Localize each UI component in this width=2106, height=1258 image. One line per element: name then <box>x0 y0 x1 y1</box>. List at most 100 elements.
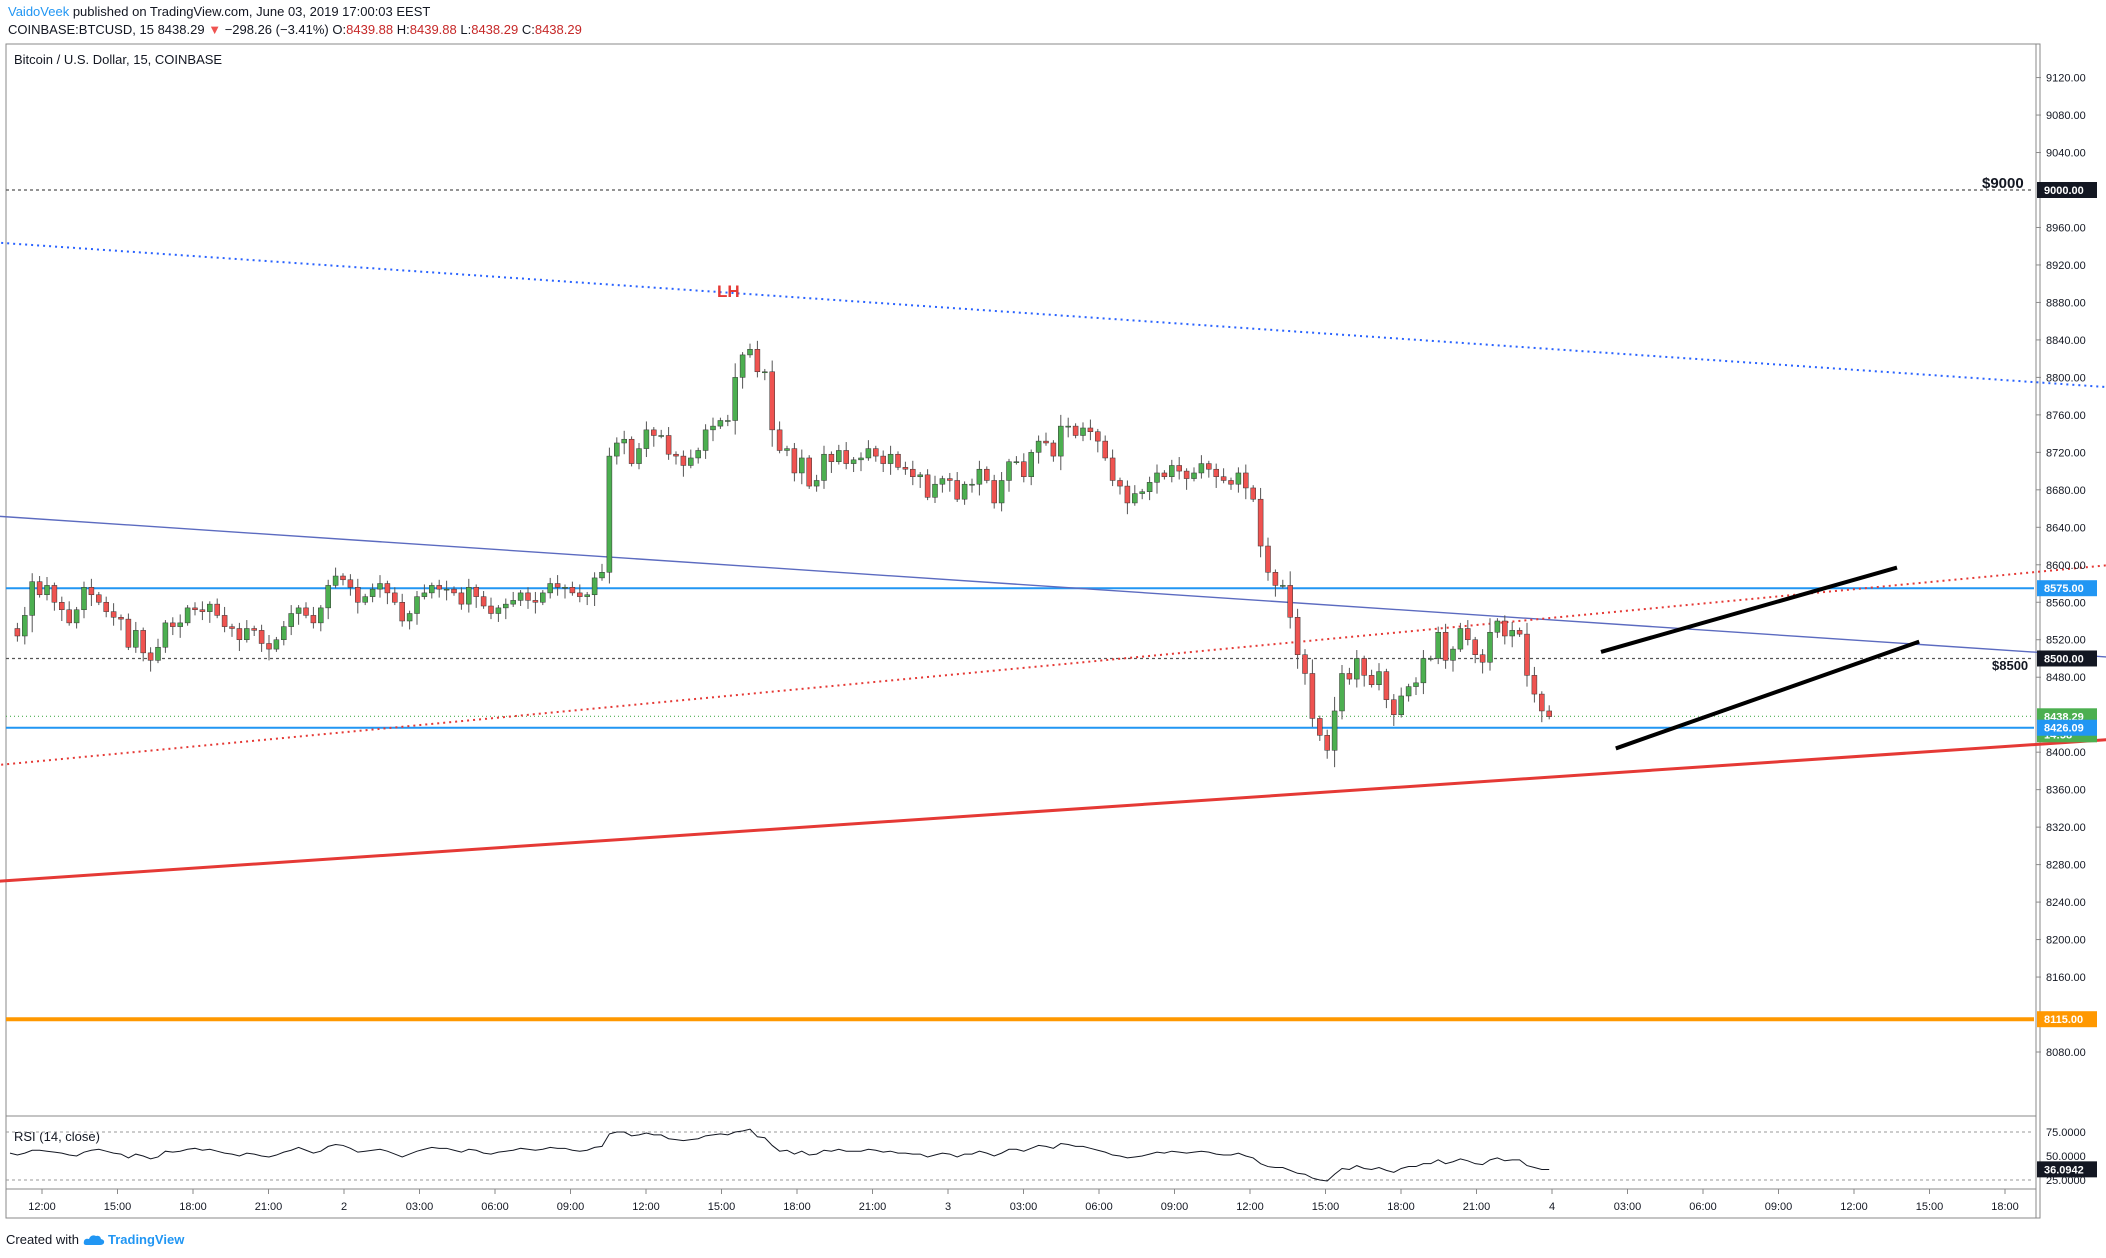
candle-down <box>754 349 761 373</box>
price-axis[interactable]: 9120.00 9080.00 9040.00 8960.00 8920.00 8880.… <box>2036 73 2086 1059</box>
price-tick-label: 8200.00 <box>2046 935 2086 947</box>
candle-up <box>162 622 169 648</box>
price-tick-label: 8280.00 <box>2046 860 2086 872</box>
candle-down <box>1176 465 1182 472</box>
candle-up <box>73 609 80 624</box>
candle-down <box>910 468 916 477</box>
candle-up <box>702 429 709 451</box>
tradingview-brand: TradingView <box>107 1232 185 1247</box>
candle-up <box>998 480 1005 504</box>
tradingview-logo[interactable]: TradingView <box>83 1232 184 1247</box>
candle-down <box>873 448 879 457</box>
candle-down <box>384 583 391 594</box>
candle-down <box>1206 463 1212 470</box>
publish-header: VaidoVeek published on TradingView.com, … <box>0 0 2106 42</box>
candle-down <box>554 583 561 588</box>
time-tick-label: 06:00 <box>1085 1201 1113 1213</box>
candle-down <box>170 622 176 627</box>
candle-up <box>325 585 331 609</box>
blue-thin-trendline <box>0 515 2106 658</box>
price-tick-label: 8520.00 <box>2046 635 2086 647</box>
candle-up <box>429 585 435 594</box>
candle-up <box>155 646 161 661</box>
candle-up <box>1146 482 1153 492</box>
candle-up <box>1058 425 1064 457</box>
candle-down <box>954 480 960 500</box>
symbol-label: COINBASE:BTCUSD, 15 <box>8 22 154 37</box>
candle-up <box>1028 452 1034 477</box>
candle-down <box>66 609 72 624</box>
candle-up <box>762 371 768 374</box>
candle-down <box>1539 693 1545 712</box>
price-tick-label: 8720.00 <box>2046 447 2086 459</box>
candle-up <box>81 587 87 611</box>
price-chart[interactable]: Bitcoin / U.S. Dollar, 15, COINBASE 9120… <box>0 0 2106 1230</box>
candle-up <box>281 626 287 640</box>
candle-down <box>991 480 997 504</box>
price-tick-label: 8320.00 <box>2046 822 2086 834</box>
candle-up <box>976 468 983 485</box>
time-tick-label: 06:00 <box>1689 1201 1717 1213</box>
candle-up <box>717 420 724 427</box>
rsi-tick-label: 75.0000 <box>2046 1127 2086 1139</box>
time-tick-label: 03:00 <box>406 1201 434 1213</box>
trendlines <box>0 241 2106 883</box>
rsi-pane[interactable]: RSI (14, close) 75.0000 50.0000 25.000036.… <box>6 1127 2097 1187</box>
candle-up <box>421 592 428 597</box>
price-tick-label: 9120.00 <box>2046 73 2086 85</box>
time-tick-label: 18:00 <box>783 1201 811 1213</box>
created-with-text: Created with <box>6 1232 79 1247</box>
price-tick-label: 8640.00 <box>2046 522 2086 534</box>
candle-up <box>969 483 975 486</box>
candle-down <box>214 603 220 616</box>
candle-down <box>769 371 775 431</box>
candle-down <box>1346 673 1353 680</box>
candle-down <box>436 585 442 590</box>
candle-down <box>1109 457 1116 481</box>
price-tick-label: 8240.00 <box>2046 897 2086 909</box>
candle-up <box>562 587 568 589</box>
candle-up <box>1169 465 1175 477</box>
candle-up <box>273 639 280 650</box>
candle-up <box>643 429 650 449</box>
candle-down <box>828 453 835 462</box>
channel-upper-trendline <box>1600 565 1898 654</box>
candle-down <box>1050 442 1057 457</box>
candle-up <box>414 596 420 614</box>
candle-down <box>192 607 198 611</box>
candle-down <box>1087 427 1094 432</box>
high-label: H: <box>396 22 410 37</box>
price-tick-label: 8360.00 <box>2046 785 2086 797</box>
candle-down <box>924 474 931 498</box>
candle-down <box>651 429 657 436</box>
candle-up <box>725 420 731 422</box>
author-link[interactable]: VaidoVeek <box>8 4 70 19</box>
candle-down <box>984 468 990 481</box>
candle-down <box>843 450 849 464</box>
publish-line: VaidoVeek published on TradingView.com, … <box>8 4 430 19</box>
candle-down <box>340 575 346 581</box>
candle-up <box>865 448 872 459</box>
candle-down <box>525 592 531 601</box>
candle-down <box>1220 476 1227 481</box>
candle-down <box>1531 675 1538 695</box>
candle-up <box>858 457 864 461</box>
candle-down <box>569 587 576 594</box>
time-tick-label: 21:00 <box>255 1201 283 1213</box>
candle-up <box>1420 658 1427 684</box>
candle-up <box>961 483 968 500</box>
candle-up <box>739 354 746 378</box>
candle-down <box>1021 461 1027 477</box>
time-axis[interactable]: 12:00 15:00 18:00 21:00 2 03:00 06:00 09:00 12:0… <box>28 1189 2019 1213</box>
candle-down <box>1250 487 1256 500</box>
candle-down <box>880 455 886 464</box>
price-labels: 9000.008575.008500.008438.2914:588426.09… <box>2037 182 2097 1028</box>
candle-down <box>1228 480 1234 485</box>
candle-down <box>628 438 635 464</box>
candle-up <box>1235 472 1242 485</box>
high-value: 8439.88 <box>409 22 457 37</box>
time-tick-label: 03:00 <box>1010 1201 1038 1213</box>
time-tick-label: 15:00 <box>1312 1201 1340 1213</box>
time-tick-label: 12:00 <box>632 1201 660 1213</box>
rsi-line <box>9 1128 1550 1182</box>
